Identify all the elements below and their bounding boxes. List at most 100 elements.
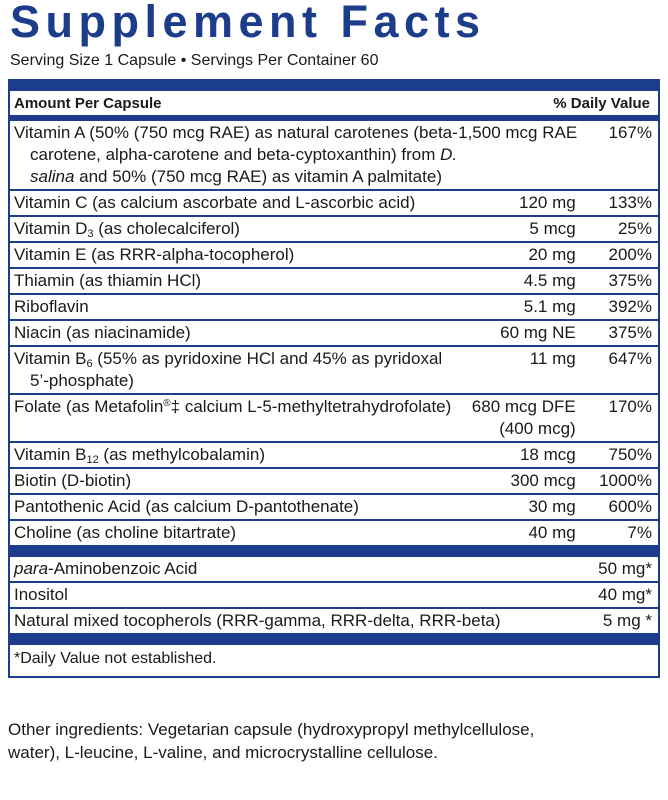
- amount: 11 mg: [529, 349, 576, 368]
- name-part: Thiamin (as thiamin HCl): [14, 271, 202, 290]
- amount-cell: 5.1 mg: [460, 296, 576, 318]
- amount: 1,500 mcg RAE: [458, 123, 578, 142]
- daily-value: 750%: [608, 445, 652, 464]
- amount-cell: 60 mg NE: [460, 322, 576, 344]
- divider: [10, 79, 658, 91]
- amount-cell: 300 mcg: [460, 470, 576, 492]
- amount-cell: 120 mg: [460, 192, 576, 214]
- nutrient-name: Natural mixed tocopherols (RRR-gamma, RR…: [14, 610, 574, 632]
- daily-value: 25%: [617, 219, 652, 238]
- daily-value: 375%: [608, 323, 652, 342]
- amount: 60 mg NE: [500, 323, 576, 342]
- amount-cell: 40 mg*: [574, 584, 658, 606]
- name-part: para: [14, 559, 49, 578]
- nutrient-row: Vitamin C (as calcium ascorbate and L-as…: [10, 191, 658, 217]
- nutrient-row: Vitamin A (50% (750 mcg RAE) as natural …: [10, 121, 658, 191]
- amount-cell: 5 mcg: [460, 218, 575, 240]
- nutrient-name: Inositol: [14, 584, 574, 606]
- amount: 30 mg: [528, 497, 576, 516]
- name-part: Niacin (as niacinamide): [14, 323, 191, 342]
- amount-cell: 20 mg: [460, 244, 575, 266]
- amount-cell: 40 mg: [460, 522, 575, 544]
- nutrient-row: Riboflavin 5.1 mg 392%: [10, 295, 658, 321]
- nutrient-row: Inositol 40 mg*: [10, 583, 658, 609]
- other-ingredients: Other ingredients: Vegetarian capsule (h…: [8, 720, 535, 762]
- amount: 5 mg *: [602, 611, 652, 630]
- name-part: Folate (as Metafolin: [14, 397, 164, 416]
- amount: 40 mg*: [598, 585, 652, 604]
- amount: 18 mcg: [519, 445, 576, 464]
- daily-value: 133%: [608, 193, 652, 212]
- name-part: (as methylcobalamin): [98, 445, 265, 464]
- nutrient-name: Vitamin B12 (as methylcobalamin): [14, 444, 460, 466]
- name-part: Choline (as choline bitartrate): [14, 523, 237, 542]
- nutrient-name: Vitamin B6 (55% as pyridoxine HCl and 45…: [14, 348, 460, 392]
- name-part: and 50% (750 mcg RAE) as vitamin A palmi…: [74, 167, 442, 186]
- name-part: 12: [86, 454, 99, 466]
- name-part: Vitamin A (50% (750 mcg RAE) as natural …: [14, 123, 458, 164]
- name-part: Biotin (D-biotin): [14, 471, 132, 490]
- name-part: ‡ calcium L-5-methyltetrahydrofolate): [170, 397, 452, 416]
- nutrient-row: para-Aminobenzoic Acid 50 mg*: [10, 557, 658, 583]
- name-part: Vitamin B: [14, 349, 87, 368]
- header-dv: % Daily Value: [553, 95, 650, 112]
- title: Supplement Facts: [10, 0, 486, 47]
- nutrient-name: Vitamin C (as calcium ascorbate and L-as…: [14, 192, 460, 214]
- amount-cell: 11 mg: [460, 348, 576, 370]
- daily-value: 392%: [608, 297, 652, 316]
- nutrient-name: Pantothenic Acid (as calcium D-pantothen…: [14, 496, 460, 518]
- nutrient-name: Thiamin (as thiamin HCl): [14, 270, 460, 292]
- daily-value: 375%: [608, 271, 652, 290]
- amount-cell: 30 mg: [460, 496, 575, 518]
- name-part: Vitamin D: [14, 219, 88, 238]
- amount: 20 mg: [528, 245, 576, 264]
- amount: 5.1 mg: [523, 297, 576, 316]
- header-row: Amount Per Capsule % Daily Value: [10, 91, 658, 115]
- daily-value: 167%: [608, 123, 652, 142]
- daily-value: 170%: [608, 397, 652, 416]
- nutrient-row: Vitamin E (as RRR-alpha-tocopherol) 20 mg…: [10, 243, 658, 269]
- amount-cell: 50 mg*: [574, 558, 658, 580]
- name-part: -Aminobenzoic Acid: [48, 559, 198, 578]
- nutrient-name: Choline (as choline bitartrate): [14, 522, 460, 544]
- amount: 120 mg: [519, 193, 576, 212]
- name-part: Pantothenic Acid (as calcium D-pantothen…: [14, 497, 359, 516]
- amount-note: (400 mcg): [499, 419, 576, 438]
- nutrient-name: Vitamin E (as RRR-alpha-tocopherol): [14, 244, 460, 266]
- daily-value: 600%: [608, 497, 652, 516]
- nutrient-list: Vitamin A (50% (750 mcg RAE) as natural …: [10, 121, 658, 545]
- name-part: (55% as pyridoxine HCl and 45% as pyrido…: [30, 349, 443, 390]
- nutrient-name: Riboflavin: [14, 296, 460, 318]
- amount-cell: 1,500 mcg RAE: [458, 122, 578, 144]
- nutrient-row: Natural mixed tocopherols (RRR-gamma, RR…: [10, 609, 658, 633]
- nutrient-name: Niacin (as niacinamide): [14, 322, 460, 344]
- amount: 40 mg: [528, 523, 576, 542]
- amount: 300 mcg: [510, 471, 576, 490]
- other-list: para-Aminobenzoic Acid 50 mg* Inositol 40 m…: [10, 557, 658, 633]
- name-part: 6: [86, 358, 93, 370]
- nutrient-row: Vitamin D3 (as cholecalciferol) 5 mcg 25%: [10, 217, 658, 243]
- divider: [10, 545, 658, 557]
- serving-info: Serving Size 1 Capsule • Servings Per Co…: [10, 52, 379, 69]
- nutrient-name: Biotin (D-biotin): [14, 470, 460, 492]
- nutrient-row: Thiamin (as thiamin HCl) 4.5 mg 375%: [10, 269, 658, 295]
- nutrient-row: Niacin (as niacinamide) 60 mg NE 375%: [10, 321, 658, 347]
- daily-value: 1000%: [599, 471, 652, 490]
- divider: [10, 633, 658, 645]
- amount: 680 mcg DFE: [471, 397, 576, 416]
- nutrient-name: Vitamin A (50% (750 mcg RAE) as natural …: [14, 122, 458, 188]
- nutrient-name: Vitamin D3 (as cholecalciferol): [14, 218, 460, 240]
- name-part: ®: [163, 398, 171, 409]
- amount-cell: 5 mg *: [574, 610, 658, 632]
- name-part: Vitamin B: [14, 445, 87, 464]
- name-part: (as cholecalciferol): [93, 219, 240, 238]
- name-part: Vitamin E (as RRR-alpha-tocopherol): [14, 245, 295, 264]
- facts-panel: Amount Per Capsule % Daily Value Vitamin…: [8, 79, 660, 678]
- nutrient-row: Biotin (D-biotin) 300 mcg 1000%: [10, 469, 658, 495]
- amount-cell: 680 mcg DFE (400 mcg): [460, 396, 576, 440]
- amount-cell: 18 mcg: [460, 444, 576, 466]
- name-part: D. salina: [30, 145, 458, 186]
- amount: 5 mcg: [529, 219, 576, 238]
- name-part: Inositol: [14, 585, 68, 604]
